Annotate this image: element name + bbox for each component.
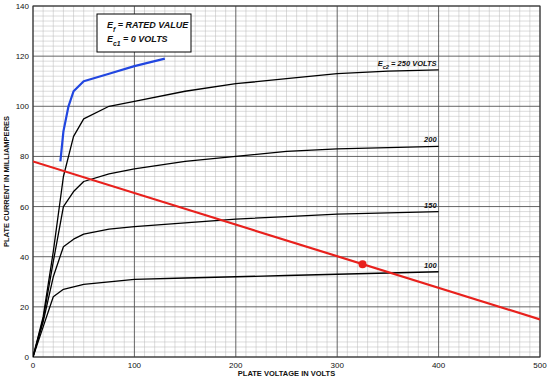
minor-grid-line — [33, 321, 540, 322]
annotation: Ec1 = 0 VOLTS — [107, 34, 168, 47]
y-axis-title: PLATE CURRENT IN MILLIAMPERES — [2, 116, 11, 247]
y-tick-label: 40 — [20, 253, 29, 262]
chart-svg: 0100200300400500020406080100120140PLATE … — [0, 0, 551, 390]
series-labels: Ec2 = 250 VOLTS 200 150 100 — [378, 59, 438, 270]
minor-grid-line — [33, 171, 540, 172]
minor-grid-line — [33, 231, 540, 232]
minor-grid-line — [33, 136, 540, 137]
x-tick-label: 500 — [533, 361, 547, 370]
minor-grid-line — [33, 246, 540, 247]
minor-grid-line — [33, 176, 540, 177]
minor-grid-line — [33, 141, 540, 142]
series-label: 100 — [424, 261, 437, 270]
x-tick-label: 100 — [128, 361, 142, 370]
series-label: Ec2 = 250 VOLTS — [378, 59, 437, 70]
minor-grid-line — [33, 11, 540, 12]
minor-grid — [33, 6, 540, 357]
chart-root: 0100200300400500020406080100120140PLATE … — [0, 0, 551, 390]
grid-line-y — [33, 256, 540, 257]
y-tick-label: 0 — [25, 353, 30, 362]
minor-grid-line — [33, 261, 540, 262]
y-tick-label: 120 — [16, 52, 30, 61]
y-tick-label: 60 — [20, 203, 29, 212]
series-line — [33, 146, 439, 357]
y-tick-label: 140 — [16, 2, 30, 11]
series-label: 200 — [423, 135, 437, 144]
minor-grid-line — [33, 146, 540, 147]
minor-grid-line — [33, 101, 540, 102]
minor-grid-line — [33, 201, 540, 202]
grid — [33, 6, 540, 357]
background — [0, 0, 551, 390]
series-line — [33, 272, 439, 357]
minor-grid-line — [33, 291, 540, 292]
x-axis-title: PLATE VOLTAGE IN VOLTS — [238, 369, 335, 378]
minor-grid-line — [33, 111, 540, 112]
minor-grid-line — [33, 221, 540, 222]
grid-line-x — [235, 6, 236, 357]
grid-line-y — [33, 56, 540, 57]
minor-grid-line — [33, 66, 540, 67]
grid-line-x — [134, 6, 135, 357]
series-line — [33, 70, 439, 357]
plot-frame — [33, 6, 540, 357]
minor-grid-line — [33, 166, 540, 167]
minor-grid-line — [33, 346, 540, 347]
grid-line-x — [438, 6, 439, 357]
minor-grid-line — [33, 161, 540, 162]
series-line — [33, 161, 540, 319]
minor-grid-line — [33, 316, 540, 317]
minor-grid-line — [33, 71, 540, 72]
grid-line-y — [33, 206, 540, 207]
grid-line-x — [337, 6, 338, 357]
minor-grid-line — [33, 121, 540, 122]
minor-grid-line — [33, 266, 540, 267]
y-tick-label: 100 — [16, 102, 30, 111]
minor-grid-line — [33, 126, 540, 127]
minor-grid-line — [33, 91, 540, 92]
minor-grid-line — [33, 271, 540, 272]
minor-grid-line — [33, 251, 540, 252]
minor-grid-line — [33, 196, 540, 197]
minor-grid-line — [33, 301, 540, 302]
series-line — [60, 59, 164, 162]
series-label: 150 — [424, 201, 437, 210]
minor-grid-line — [33, 236, 540, 237]
annotation-box — [97, 14, 191, 52]
x-tick-label: 400 — [432, 361, 446, 370]
grid-line-y — [33, 156, 540, 157]
x-tick-label: 0 — [31, 361, 36, 370]
minor-grid-line — [33, 336, 540, 337]
minor-grid-line — [33, 76, 540, 77]
minor-grid-line — [33, 116, 540, 117]
minor-grid-line — [33, 61, 540, 62]
minor-grid-line — [33, 211, 540, 212]
minor-grid-line — [33, 326, 540, 327]
minor-grid-line — [33, 81, 540, 82]
minor-grid-line — [33, 276, 540, 277]
minor-grid-line — [33, 181, 540, 182]
minor-grid-line — [33, 226, 540, 227]
minor-grid-line — [33, 311, 540, 312]
y-tick-label: 20 — [20, 303, 29, 312]
annotation: Ef = RATED VALUE — [107, 20, 189, 33]
minor-grid-line — [33, 96, 540, 97]
minor-grid-line — [33, 351, 540, 352]
minor-grid-line — [33, 286, 540, 287]
series-line — [33, 212, 439, 357]
scatter-point — [359, 260, 367, 268]
minor-grid-line — [33, 86, 540, 87]
grid-line-y — [33, 306, 540, 307]
minor-grid-line — [33, 331, 540, 332]
minor-grid-line — [33, 131, 540, 132]
minor-grid-line — [33, 191, 540, 192]
y-tick-label: 80 — [20, 152, 29, 161]
data-layer — [33, 59, 540, 357]
minor-grid-line — [33, 341, 540, 342]
